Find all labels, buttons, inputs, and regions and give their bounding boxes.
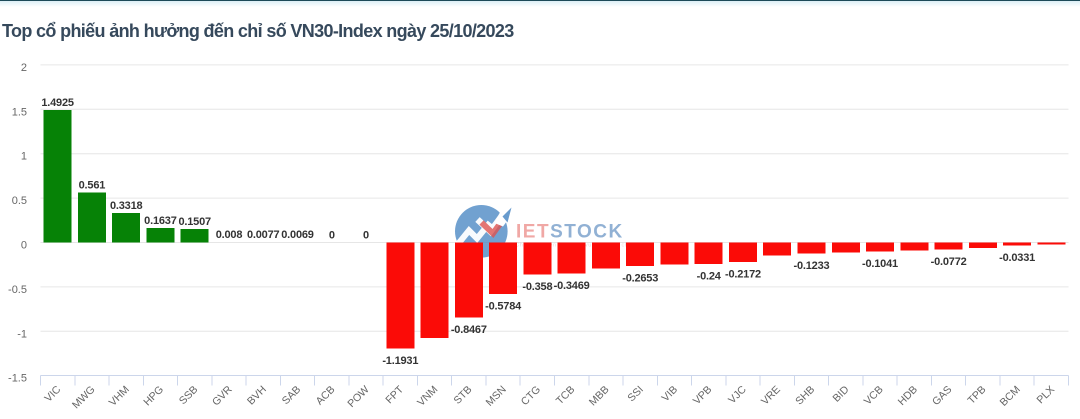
svg-text:MSN: MSN xyxy=(484,384,509,409)
svg-text:MWG: MWG xyxy=(70,384,98,412)
svg-text:0.561: 0.561 xyxy=(79,180,106,192)
svg-text:POW: POW xyxy=(345,384,371,410)
svg-text:VNM: VNM xyxy=(415,384,440,409)
svg-text:BVH: BVH xyxy=(245,384,269,408)
svg-text:HPG: HPG xyxy=(141,384,166,409)
svg-text:IETSTOCK: IETSTOCK xyxy=(516,222,624,243)
svg-text:-0.5: -0.5 xyxy=(8,284,27,296)
svg-text:-0.0331: -0.0331 xyxy=(999,252,1035,264)
svg-text:SSB: SSB xyxy=(177,384,200,407)
svg-text:-1.1931: -1.1931 xyxy=(382,355,418,367)
svg-text:VJC: VJC xyxy=(726,383,749,406)
svg-text:FPT: FPT xyxy=(383,383,406,406)
svg-text:0.3318: 0.3318 xyxy=(110,200,143,212)
svg-text:ACB: ACB xyxy=(314,384,338,408)
svg-text:BCM: BCM xyxy=(998,384,1023,409)
svg-text:-1: -1 xyxy=(17,328,27,340)
svg-text:0: 0 xyxy=(21,240,27,252)
svg-text:HDB: HDB xyxy=(896,384,920,408)
svg-text:0.1637: 0.1637 xyxy=(144,215,177,227)
svg-text:0: 0 xyxy=(329,230,335,242)
svg-text:0.1507: 0.1507 xyxy=(178,216,211,228)
svg-text:-0.8467: -0.8467 xyxy=(451,324,487,336)
svg-text:-0.0772: -0.0772 xyxy=(931,256,967,268)
svg-text:STB: STB xyxy=(451,384,474,407)
svg-text:-1.5: -1.5 xyxy=(8,373,27,385)
svg-text:-0.2172: -0.2172 xyxy=(725,268,761,280)
svg-text:1: 1 xyxy=(21,151,27,163)
svg-text:-0.3469: -0.3469 xyxy=(554,280,590,292)
svg-text:PLX: PLX xyxy=(1034,384,1057,407)
svg-text:0.008: 0.008 xyxy=(216,229,243,241)
svg-text:VCB: VCB xyxy=(862,384,886,408)
svg-text:MBB: MBB xyxy=(587,384,612,409)
svg-text:-0.358: -0.358 xyxy=(522,281,552,293)
svg-text:GVR: GVR xyxy=(210,383,235,408)
svg-text:VHM: VHM xyxy=(107,384,132,409)
svg-text:0.0069: 0.0069 xyxy=(281,229,314,241)
svg-text:TCB: TCB xyxy=(554,384,577,407)
svg-text:BID: BID xyxy=(831,383,852,404)
svg-text:VIB: VIB xyxy=(660,384,681,405)
svg-text:-0.24: -0.24 xyxy=(697,270,722,282)
svg-text:0: 0 xyxy=(363,230,369,242)
svg-text:0.5: 0.5 xyxy=(12,195,27,207)
svg-text:SHB: SHB xyxy=(793,384,817,408)
svg-text:SAB: SAB xyxy=(280,384,303,407)
svg-text:www.vietstock.vn - Cham tay: www.vietstock.vn - Cham tay den su thinh… xyxy=(456,243,649,249)
svg-text:-0.5784: -0.5784 xyxy=(485,300,522,312)
svg-text:GAS: GAS xyxy=(930,384,954,408)
svg-text:1.4925: 1.4925 xyxy=(41,97,74,109)
svg-text:SSI: SSI xyxy=(625,384,646,405)
svg-text:CTG: CTG xyxy=(519,384,543,408)
svg-text:0.0077: 0.0077 xyxy=(247,229,280,241)
svg-text:-0.1233: -0.1233 xyxy=(794,260,830,272)
svg-text:VRE: VRE xyxy=(759,384,783,408)
svg-text:2: 2 xyxy=(21,62,27,74)
svg-text:-0.1041: -0.1041 xyxy=(862,258,898,270)
svg-text:1.5: 1.5 xyxy=(12,106,27,118)
svg-text:-0.2653: -0.2653 xyxy=(622,273,658,285)
svg-text:VPB: VPB xyxy=(691,384,714,407)
svg-text:VIC: VIC xyxy=(42,383,63,404)
svg-text:TPB: TPB xyxy=(965,384,988,407)
